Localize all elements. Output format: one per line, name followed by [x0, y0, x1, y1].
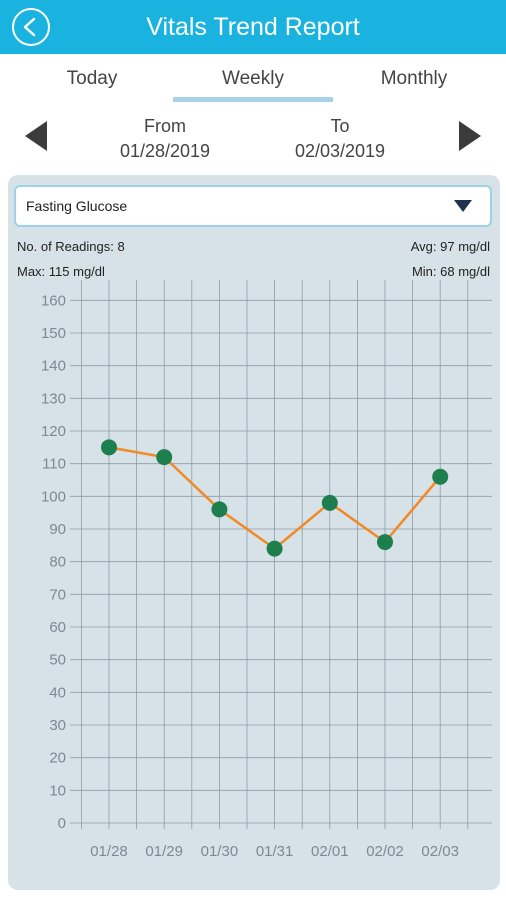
- data-point: [377, 534, 393, 551]
- data-point: [211, 501, 228, 518]
- tab-today[interactable]: Today: [66, 68, 118, 89]
- y-tick-label: 60: [49, 619, 66, 636]
- y-tick-label: 130: [41, 390, 66, 407]
- x-tick-label: 01/29: [145, 843, 183, 860]
- active-tab-indicator: [173, 97, 333, 102]
- y-tick-label: 90: [49, 521, 66, 538]
- y-tick-label: 80: [49, 554, 66, 571]
- data-point: [266, 540, 283, 557]
- next-week-button[interactable]: [459, 121, 481, 151]
- chevron-down-icon: [454, 200, 472, 212]
- tab-bar: Today Weekly Monthly: [0, 54, 506, 106]
- y-tick-label: 20: [49, 750, 66, 767]
- y-tick-label: 110: [42, 456, 66, 473]
- tab-weekly[interactable]: Weekly: [222, 68, 284, 89]
- y-tick-label: 100: [41, 488, 66, 505]
- app-header: Vitals Trend Report: [0, 0, 506, 54]
- page-title: Vitals Trend Report: [146, 13, 360, 41]
- data-point: [156, 449, 173, 466]
- min-value: Min: 68 mg/dl: [411, 264, 490, 279]
- max-value: Max: 115 mg/dl: [17, 264, 105, 279]
- x-tick-label: 02/01: [311, 843, 349, 860]
- y-tick-label: 70: [49, 586, 66, 603]
- y-tick-label: 10: [49, 782, 66, 799]
- y-tick-label: 150: [41, 325, 66, 342]
- y-tick-label: 30: [49, 717, 66, 734]
- vital-type-dropdown[interactable]: Fasting Glucose: [14, 185, 492, 227]
- previous-week-button[interactable]: [25, 121, 47, 151]
- y-tick-label: 120: [41, 423, 66, 440]
- to-date: 02/03/2019: [294, 141, 386, 161]
- y-tick-label: 50: [49, 652, 66, 669]
- y-tick-label: 40: [49, 684, 66, 701]
- x-tick-label: 01/28: [90, 843, 128, 860]
- back-button[interactable]: [12, 8, 50, 46]
- dropdown-value: Fasting Glucose: [26, 198, 128, 214]
- x-tick-label: 01/31: [256, 843, 294, 860]
- chevron-left-icon: [23, 17, 36, 37]
- from-date: 01/28/2019: [119, 141, 211, 161]
- from-label: From: [144, 116, 186, 136]
- average-value: Avg: 97 mg/dl: [410, 239, 490, 254]
- y-tick-label: 160: [41, 292, 66, 309]
- x-tick-label: 02/02: [366, 843, 404, 860]
- x-tick-label: 02/03: [421, 843, 459, 860]
- data-point: [432, 468, 449, 485]
- data-point: [101, 439, 117, 456]
- to-label: To: [330, 116, 350, 136]
- readings-count: No. of Readings: 8: [17, 239, 125, 254]
- y-tick-label: 0: [58, 815, 66, 832]
- x-tick-label: 01/30: [201, 843, 239, 860]
- tab-monthly[interactable]: Monthly: [380, 68, 448, 89]
- data-point: [321, 494, 338, 511]
- y-tick-label: 140: [41, 358, 66, 375]
